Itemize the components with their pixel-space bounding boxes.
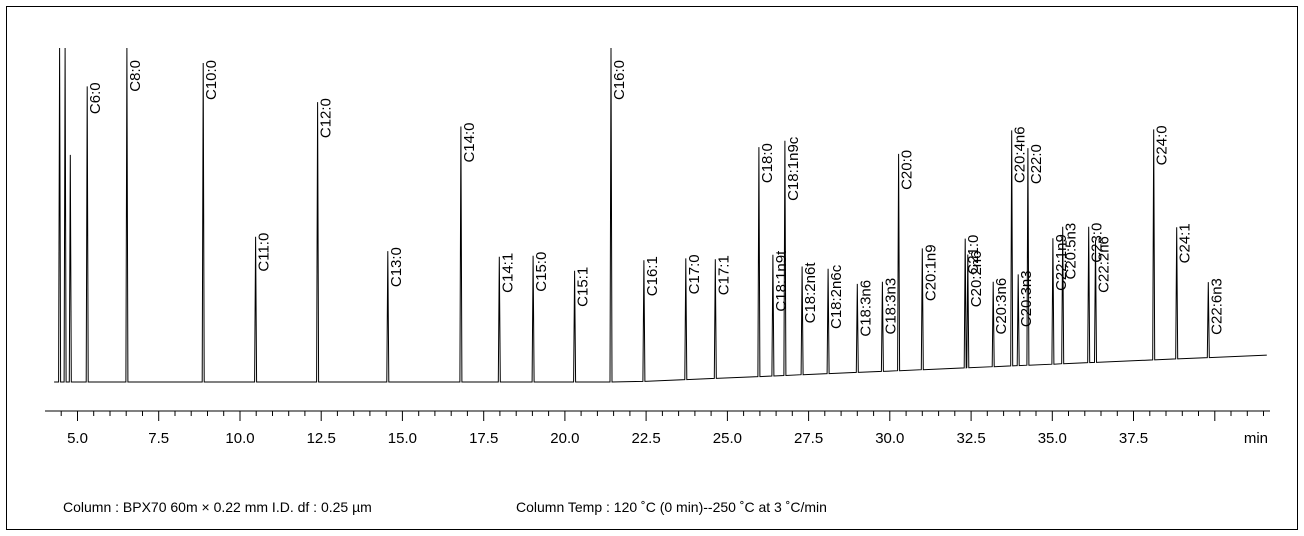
peak-label: C20:0 xyxy=(899,150,916,190)
peak-label: C14:1 xyxy=(499,253,516,293)
peak-label: C18:0 xyxy=(759,143,776,183)
peak-label: C13:0 xyxy=(388,247,405,287)
peak-label: C20:2n6 xyxy=(968,251,985,308)
column-info-text: Column : BPX70 60m × 0.22 mm I.D. df : 0… xyxy=(63,499,372,515)
peak-label: C22:6n3 xyxy=(1208,278,1225,335)
peak-label: C17:1 xyxy=(715,255,732,295)
peak-label: C21:0 xyxy=(965,235,982,275)
peak-label: C18:3n3 xyxy=(882,278,899,335)
peak-label: C20:5n3 xyxy=(1063,223,1080,280)
peak-label: C15:1 xyxy=(575,267,592,307)
x-axis: 5.0 7.5 10.0 12.5 15.0 17.5 20.0 22.5 25.0 27.5 30… xyxy=(45,410,1270,447)
x-tick-label: 12.5 xyxy=(307,430,336,447)
peak-label: C18:2n6c xyxy=(828,264,845,329)
peak-label: C14:0 xyxy=(461,123,478,163)
x-tick-label: 37.5 xyxy=(1119,430,1148,447)
peak-label: C18:1n9t xyxy=(773,250,790,312)
x-tick-label: 17.5 xyxy=(469,430,498,447)
x-tick-label: 5.0 xyxy=(67,430,88,447)
x-tick-label: 35.0 xyxy=(1038,430,1067,447)
peak-label: C24:0 xyxy=(1154,125,1171,165)
peak-label: C16:1 xyxy=(644,256,661,296)
x-tick-label: 30.0 xyxy=(875,430,904,447)
peak-label: C22:0 xyxy=(1028,144,1045,184)
chromatogram-trace xyxy=(54,47,1267,383)
x-tick-label: 7.5 xyxy=(148,430,169,447)
x-tick-label: 32.5 xyxy=(956,430,985,447)
x-tick-label: 20.0 xyxy=(550,430,579,447)
peak-label: C20:3n3 xyxy=(1018,270,1035,327)
peak-label: C20:1n9 xyxy=(922,244,939,301)
peak-label: C20:4n6 xyxy=(1012,126,1029,183)
x-tick-label: 27.5 xyxy=(794,430,823,447)
x-tick-label: 10.0 xyxy=(225,430,254,447)
peak-label: C24:1 xyxy=(1177,223,1194,263)
peak-label: C22:2n6 xyxy=(1096,236,1113,293)
column-temperature-text: Column Temp : 120 ˚C (0 min)--250 ˚C at … xyxy=(516,499,827,515)
peak-label: C12:0 xyxy=(318,98,335,138)
x-axis-unit-label: min xyxy=(1244,430,1268,447)
peak-label: C22:1n9 xyxy=(1053,234,1070,291)
x-tick-label: 25.0 xyxy=(713,430,742,447)
peak-label: C18:3n6 xyxy=(857,280,874,337)
peak-label: C20:3n6 xyxy=(993,278,1010,335)
peak-label: C23:0 xyxy=(1089,223,1106,263)
x-tick-label: 15.0 xyxy=(388,430,417,447)
peak-label: C10:0 xyxy=(203,60,220,100)
peak-label: C11:0 xyxy=(256,233,273,272)
peak-label: C15:0 xyxy=(533,252,550,292)
peak-label: C18:1n9c xyxy=(785,136,802,201)
peak-label: C18:2n6t xyxy=(802,262,819,324)
chart-frame xyxy=(6,6,1298,530)
peak-label: C17:0 xyxy=(686,254,703,294)
peak-label: C16:0 xyxy=(611,60,628,100)
peak-labels: C6:0 C8:0 C10:0 C11:0 C12:0 C13:0 C14:0 C14:1 C1… xyxy=(87,60,1225,337)
x-tick-label: 22.5 xyxy=(631,430,660,447)
peak-label: C6:0 xyxy=(87,82,104,114)
peak-label: C8:0 xyxy=(127,60,144,92)
